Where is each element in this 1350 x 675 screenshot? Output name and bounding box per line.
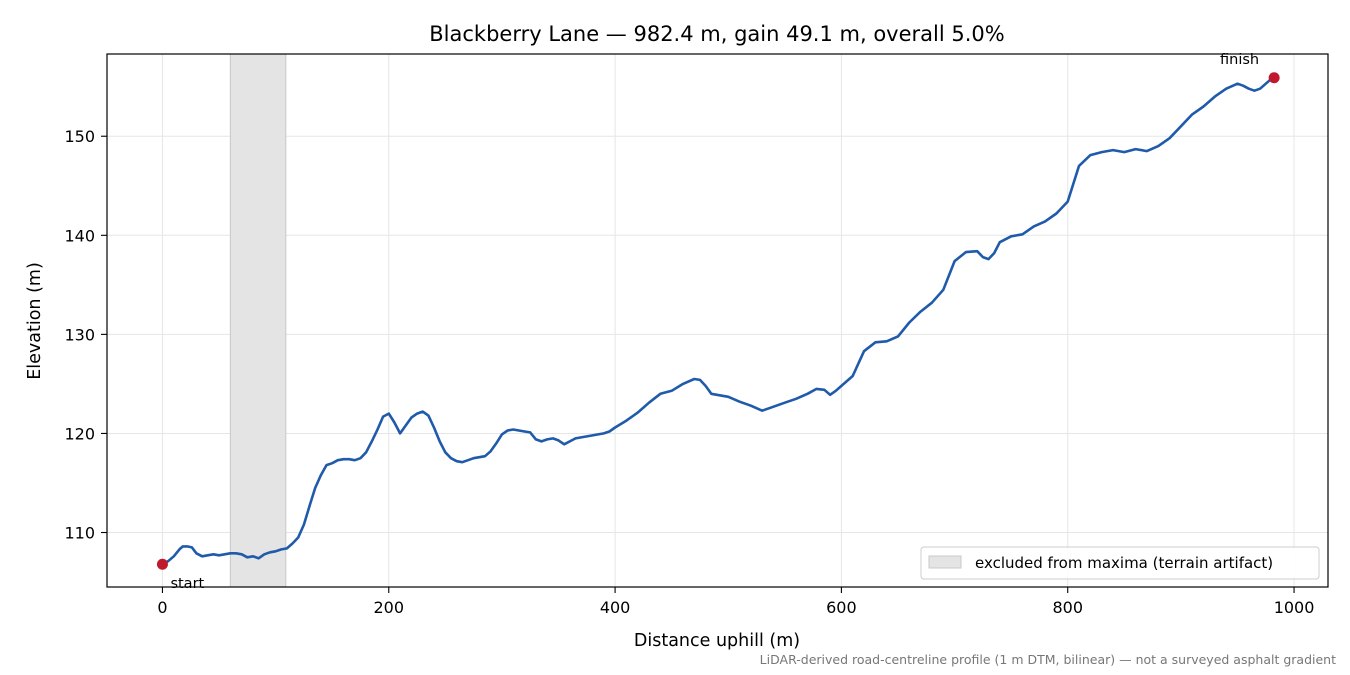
chart-title: Blackberry Lane — 982.4 m, gain 49.1 m, … <box>429 22 1004 46</box>
y-tick-label: 120 <box>64 424 95 443</box>
y-tick-label: 140 <box>64 226 95 245</box>
elevation-line <box>161 76 1276 566</box>
x-tick-label: 200 <box>373 598 404 617</box>
y-tick-label: 150 <box>64 127 95 146</box>
grid <box>107 54 1328 587</box>
legend-box <box>920 546 1320 580</box>
finish-label: finish <box>1220 52 1259 68</box>
x-tick-label: 0 <box>157 598 167 617</box>
y-tick-label: 130 <box>64 325 95 344</box>
footnote: LiDAR-derived road-centreline profile (1… <box>760 652 1336 667</box>
plot-frame <box>106 53 1329 588</box>
finish-marker <box>1268 72 1280 84</box>
legend-label: excluded from maxima (terrain artifact) <box>975 554 1273 572</box>
x-tick-label: 600 <box>826 598 857 617</box>
legend: excluded from maxima (terrain artifact) <box>920 546 1320 580</box>
x-tick-label: 800 <box>1052 598 1083 617</box>
x-axis-title: Distance uphill (m) <box>634 631 800 651</box>
y-tick-label: 110 <box>64 524 95 543</box>
x-tick-label: 1000 <box>1274 598 1315 617</box>
start-label: start <box>170 576 204 592</box>
legend-swatch <box>928 555 962 569</box>
axis-ticks: 0 200 400 600 800 1000 110 120 130 140 150 <box>64 127 1314 617</box>
start-marker <box>156 558 168 570</box>
excluded-region <box>229 53 287 588</box>
x-tick-label: 400 <box>600 598 631 617</box>
y-axis-title: Elevation (m) <box>25 262 45 380</box>
